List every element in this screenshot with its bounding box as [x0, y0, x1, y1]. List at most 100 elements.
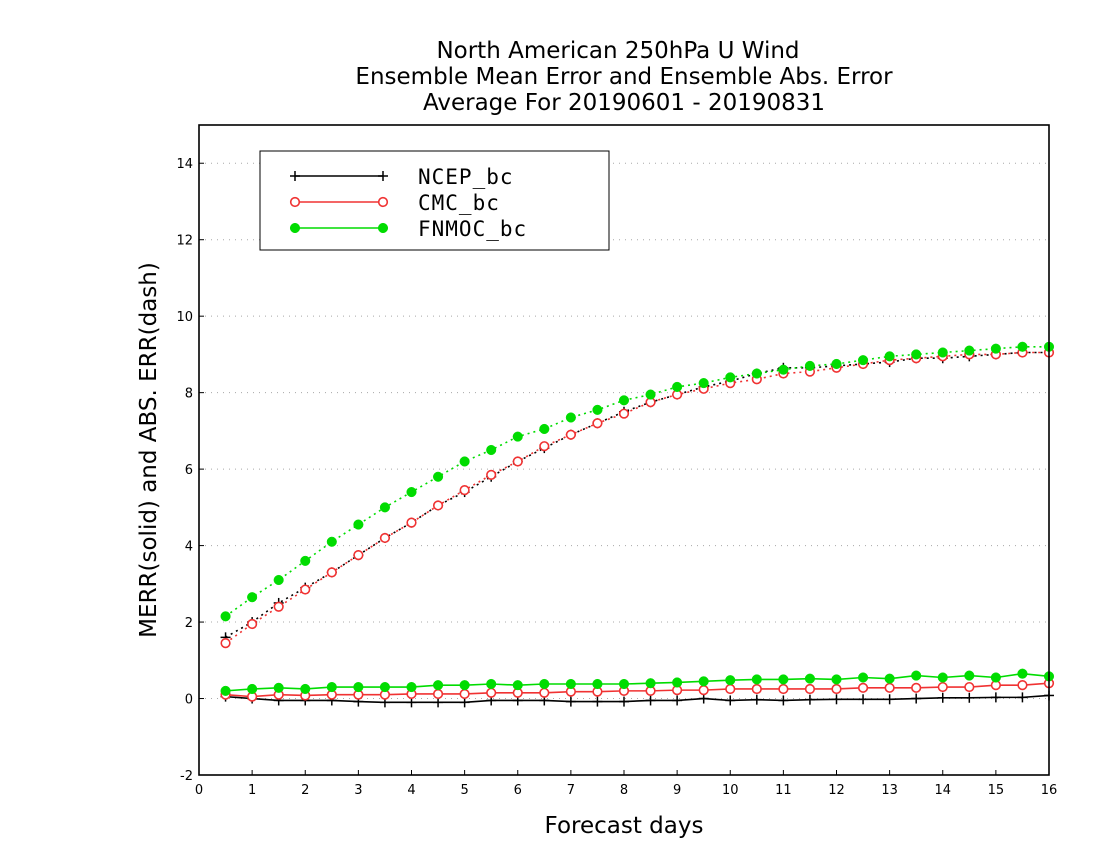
- x-tick-label-6: 6: [514, 783, 522, 798]
- legend-marker-right-ncep-bc: [378, 171, 388, 181]
- series-fnmoc-bc-mean-point-14: [592, 678, 603, 690]
- series-fnmoc-bc-abs-point-12: [539, 423, 550, 435]
- series-cmc-bc-abs-point-7: [406, 517, 417, 528]
- legend-marker-left-cmc-bc: [289, 196, 301, 208]
- series-fnmoc-bc-mean-point-19: [725, 675, 736, 686]
- y-axis: -2 0 2 4 6 8 10 12 14: [176, 157, 204, 784]
- x-tick-label-4: 4: [407, 783, 415, 798]
- series-fnmoc-bc-abs-point-8: [433, 471, 444, 482]
- series-fnmoc-bc-mean-point-26: [911, 670, 922, 681]
- series-ncep-bc-mean-point-21: [778, 695, 789, 706]
- series-fnmoc-bc-abs-point-28: [964, 345, 975, 356]
- x-tick-label-16: 16: [1041, 783, 1058, 798]
- y-tick-label-2: 2: [185, 616, 193, 631]
- series-ncep-bc-mean-point-24: [858, 694, 869, 705]
- series-cmc-bc-mean-point-26: [911, 682, 922, 693]
- series-fnmoc-bc-mean-point-25: [884, 673, 895, 684]
- series-fnmoc-bc-mean-point-20: [751, 674, 762, 685]
- title-line-2: Ensemble Mean Error and Ensemble Abs. Er…: [355, 64, 893, 90]
- series-cmc-bc-mean-point-8: [432, 688, 444, 700]
- series-cmc-bc-mean-point-9: [459, 688, 470, 700]
- series-fnmoc-bc-mean-point-9: [459, 680, 470, 691]
- series-cmc-bc-mean-point-20: [751, 683, 762, 695]
- series-cmc-bc-abs-point-1: [247, 618, 258, 630]
- x-axis: 0 1 2 3 4 5 6 7 8 9 10 11 12 13 14 15 16: [195, 770, 1057, 798]
- series-cmc-bc-abs-point-3: [300, 584, 311, 595]
- series-fnmoc-bc-mean-point-8: [433, 680, 444, 691]
- series-cmc-bc-abs-point-15: [618, 408, 630, 419]
- legend-marker-left-ncep-bc: [290, 171, 300, 181]
- series-cmc-bc-mean-point-30: [1017, 680, 1028, 691]
- series-cmc-bc-mean-point-27: [937, 681, 948, 693]
- series-fnmoc-bc-mean-point-6: [379, 682, 390, 693]
- legend-item-cmc-bc: CMC_bc: [289, 191, 499, 215]
- legend-item-fnmoc-bc: FNMOC_bc: [289, 217, 527, 241]
- x-tick-label-14: 14: [934, 783, 951, 798]
- series-cmc-bc-abs-error-line: [225, 351, 1049, 644]
- series-fnmoc-bc-abs-point-5: [353, 519, 364, 530]
- series-cmc-bc-abs-point-11: [512, 456, 523, 467]
- series-cmc-bc-mean-point-19: [725, 683, 736, 695]
- legend-label-ncep-bc: NCEP_bc: [418, 165, 514, 189]
- series-cmc-bc-mean-point-24: [857, 682, 869, 693]
- series-fnmoc-bc-mean-point-11: [512, 680, 523, 691]
- series-fnmoc-bc-abs-point-6: [379, 502, 390, 513]
- series-fnmoc-bc-mean-point-2: [273, 682, 284, 693]
- series-fnmoc-bc-mean-point-0: [220, 685, 231, 696]
- series-ncep-bc-abs-error-line: [225, 351, 1049, 639]
- y-tick-label-8: 8: [185, 387, 193, 402]
- series-fnmoc-bc-mean-point-5: [353, 682, 364, 693]
- series-fnmoc-bc-abs-point-14: [592, 404, 603, 415]
- series-ncep-bc-mean-point-17: [672, 695, 683, 706]
- title-line-3: Average For 20190601 - 20190831: [423, 90, 825, 116]
- series-fnmoc-bc-mean-point-10: [486, 678, 497, 690]
- y-tick-label-12: 12: [176, 234, 193, 249]
- series-fnmoc-bc-mean-point-18: [698, 676, 709, 687]
- series-fnmoc-bc-abs-point-13: [565, 412, 576, 423]
- y-tick-label-4: 4: [185, 540, 193, 555]
- series-fnmoc-bc-abs-point-0: [220, 611, 231, 622]
- series-ncep-bc-mean-point-13: [565, 696, 576, 707]
- title-line-1: North American 250hPa U Wind: [436, 38, 799, 64]
- series-fnmoc-bc-abs-point-1: [247, 592, 258, 603]
- series-fnmoc-bc-mean-point-16: [645, 678, 656, 689]
- y-tick-label--2: -2: [180, 769, 193, 784]
- series-fnmoc-bc-abs-point-2: [273, 574, 284, 586]
- series-ncep-bc-mean-point-22: [804, 694, 815, 705]
- series-fnmoc-bc-abs-point-4: [326, 536, 337, 547]
- legend-box: [259, 150, 610, 251]
- x-tick-label-11: 11: [775, 783, 792, 798]
- series-cmc-bc-mean-point-18: [698, 685, 709, 696]
- series-fnmoc-bc-abs-point-27: [937, 347, 948, 358]
- series-ncep-bc-mean-point-28: [964, 692, 975, 703]
- series-fnmoc-bc-mean-point-24: [858, 672, 869, 683]
- series-fnmoc-bc-abs-point-16: [645, 389, 656, 400]
- series-fnmoc-bc-mean-point-15: [618, 678, 630, 690]
- series-fnmoc-bc-mean-point-22: [804, 673, 815, 684]
- series-cmc-bc-abs-point-2: [273, 601, 284, 612]
- series-fnmoc-bc-abs-point-30: [1017, 341, 1028, 352]
- series-cmc-bc-abs-point-12: [539, 441, 550, 452]
- series-cmc-bc-mean-point-22: [804, 683, 816, 695]
- legend-label-fnmoc-bc: FNMOC_bc: [418, 217, 527, 241]
- series-fnmoc-bc-mean-point-27: [937, 672, 948, 683]
- series-fnmoc-bc-mean-point-28: [964, 670, 975, 681]
- series-fnmoc-bc-abs-point-24: [858, 355, 869, 366]
- y-axis-label: MERR(solid) and ABS. ERR(dash): [136, 262, 162, 638]
- x-tick-label-0: 0: [195, 783, 203, 798]
- series-fnmoc-bc-mean-point-3: [300, 683, 311, 695]
- series-fnmoc-bc-mean-point-23: [831, 674, 842, 685]
- x-tick-label-7: 7: [567, 783, 575, 798]
- x-tick-label-13: 13: [881, 783, 898, 798]
- series-cmc-bc-mean-point-25: [884, 682, 895, 693]
- series-fnmoc-bc-abs-point-18: [698, 378, 709, 389]
- series-ncep-bc: [220, 347, 1054, 708]
- y-tick-label-0: 0: [185, 693, 193, 708]
- series-fnmoc-bc-abs-point-23: [831, 358, 842, 370]
- series-fnmoc-bc-abs-point-20: [751, 368, 762, 379]
- series-fnmoc-bc-abs-point-9: [459, 456, 470, 467]
- legend-marker-left-fnmoc-bc: [289, 222, 301, 234]
- series-cmc-bc-mean-point-23: [831, 683, 842, 695]
- series-cmc-bc-abs-point-14: [592, 418, 603, 429]
- series-fnmoc-bc-mean-point-4: [326, 682, 337, 693]
